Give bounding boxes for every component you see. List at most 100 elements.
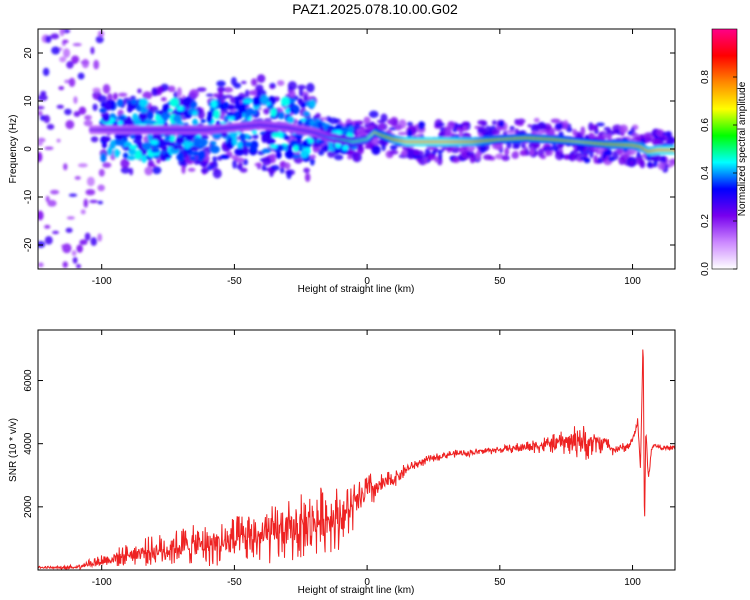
spectrogram-x-ticks: -100 -50 0 50 100 bbox=[92, 29, 641, 287]
spectrogram-speckle bbox=[95, 35, 104, 44]
spectrogram-speckle bbox=[541, 129, 552, 134]
spectrogram-speckle bbox=[120, 166, 131, 174]
spectrogram-speckle bbox=[74, 176, 81, 180]
spectrogram-cluster bbox=[147, 132, 153, 143]
snr-plot-area bbox=[38, 330, 675, 570]
spectrogram-cluster bbox=[232, 136, 238, 146]
spectrogram-cluster bbox=[100, 152, 107, 163]
spectrogram-cluster bbox=[175, 136, 185, 145]
spectrogram-speckle bbox=[572, 149, 578, 154]
spectrogram-speckle bbox=[218, 87, 224, 98]
spectrogram-cluster bbox=[127, 155, 136, 161]
spectrogram-speckle bbox=[62, 39, 69, 44]
spectrogram-speckle bbox=[144, 166, 153, 176]
spectrogram-cluster bbox=[101, 142, 108, 149]
spectrogram-speckle bbox=[157, 85, 163, 96]
snr-y-ticks: 2000 4000 6000 bbox=[23, 369, 675, 518]
spectrogram-speckle bbox=[491, 128, 501, 135]
spectrogram-heatmap bbox=[38, 29, 675, 269]
spectrogram-speckle bbox=[458, 129, 463, 140]
spectrogram-cluster bbox=[131, 99, 138, 105]
spectrogram-cluster bbox=[128, 144, 138, 150]
spectrogram-speckle bbox=[66, 216, 75, 220]
spectrogram-y-axis-label: Frequency (Hz) bbox=[8, 115, 19, 184]
spectrogram-speckle bbox=[93, 59, 100, 70]
spectrogram-speckle bbox=[406, 121, 414, 127]
spectrogram-cluster bbox=[192, 150, 200, 157]
spectrogram-speckle bbox=[187, 167, 196, 172]
spectrogram-y-ticks: -20 -10 0 10 20 bbox=[23, 47, 675, 252]
spectrogram-cluster bbox=[200, 118, 207, 124]
spectrogram-speckle bbox=[656, 129, 665, 138]
spectrogram-speckle bbox=[644, 134, 652, 143]
snr-y-tick-label: 4000 bbox=[23, 432, 34, 455]
spectrogram-speckle bbox=[667, 136, 675, 145]
spectrogram-speckle bbox=[89, 199, 98, 204]
spectrogram-speckle bbox=[309, 157, 315, 166]
spectrogram-cluster bbox=[162, 103, 170, 113]
spectrogram-speckle bbox=[618, 156, 626, 165]
snr-x-tick-label: 0 bbox=[364, 577, 370, 588]
spectrogram-cluster bbox=[342, 145, 349, 151]
spectrogram-speckle bbox=[559, 154, 565, 159]
spectrogram-cluster bbox=[293, 145, 299, 152]
spectrogram-cluster bbox=[322, 144, 330, 152]
spectrogram-cluster bbox=[277, 111, 285, 120]
spectrogram-cluster bbox=[282, 146, 288, 151]
spectrogram-x-axis-label: Height of straight line (km) bbox=[298, 284, 415, 295]
spectrogram-speckle bbox=[368, 110, 379, 118]
spectrogram-speckle bbox=[514, 118, 519, 125]
spectrogram-speckle bbox=[638, 157, 644, 167]
spectrogram-cluster bbox=[276, 146, 284, 151]
spectrogram-cluster bbox=[101, 136, 112, 142]
snr-x-tick-label: 50 bbox=[494, 577, 506, 588]
spectrogram-speckle bbox=[436, 122, 446, 126]
spectrogram-speckle bbox=[380, 113, 388, 123]
spectrogram-speckle bbox=[670, 158, 675, 166]
spectrogram-speckle bbox=[97, 184, 105, 192]
snr-x-tick-label: -100 bbox=[92, 577, 112, 588]
spectrogram-cluster bbox=[275, 151, 282, 159]
spectrogram-cluster bbox=[318, 140, 325, 145]
spectrogram-cluster bbox=[126, 106, 133, 113]
spectrogram-speckle bbox=[629, 160, 635, 166]
spectrogram-speckle bbox=[68, 193, 78, 197]
spectrogram-speckle bbox=[97, 233, 103, 242]
spectrogram-cluster bbox=[206, 114, 213, 124]
spectrogram-speckle bbox=[569, 153, 576, 162]
spectrogram-speckle bbox=[147, 163, 157, 168]
colorbar-gradient bbox=[711, 28, 738, 270]
spectrogram-speckle bbox=[76, 244, 83, 253]
spectrogram-speckle bbox=[66, 60, 74, 69]
spectrogram-speckle bbox=[44, 224, 51, 229]
spectrogram-cluster bbox=[134, 133, 143, 141]
spectrogram-cluster bbox=[291, 104, 298, 111]
spectrogram-speckle bbox=[98, 168, 105, 177]
spectrogram-speckle bbox=[212, 156, 218, 162]
spectrogram-speckle bbox=[43, 114, 51, 124]
spectrogram-cluster bbox=[150, 147, 160, 154]
spectrogram-speckle bbox=[389, 144, 398, 151]
spectrogram-speckle bbox=[84, 232, 91, 241]
spectrogram-speckle bbox=[224, 94, 233, 99]
snr-x-ticks: -100 -50 0 50 100 bbox=[92, 330, 641, 588]
spectrogram-speckle bbox=[76, 264, 82, 269]
spectrogram-speckle bbox=[167, 85, 176, 93]
spectrogram-cluster bbox=[270, 107, 277, 117]
spectrogram-speckle bbox=[72, 43, 82, 47]
spectrogram-speckle bbox=[377, 139, 386, 145]
spectrogram-speckle bbox=[156, 158, 161, 164]
snr-panel: -100 -50 0 50 100 2000 4000 6000 Height of str… bbox=[8, 329, 676, 596]
spectrogram-speckle bbox=[284, 162, 291, 170]
spectrogram-speckle bbox=[309, 154, 317, 159]
colorbar-tick-label: 0.8 bbox=[700, 70, 711, 84]
spectrogram-cluster bbox=[300, 150, 309, 159]
snr-y-tick-label: 2000 bbox=[23, 495, 34, 518]
spectrogram-cluster bbox=[117, 114, 126, 122]
spectrogram-speckle bbox=[244, 89, 250, 98]
spectrogram-cluster bbox=[178, 151, 184, 161]
spectrogram-speckle bbox=[478, 126, 486, 134]
spectrogram-speckle bbox=[79, 239, 88, 246]
spectrogram-speckle bbox=[276, 80, 285, 87]
